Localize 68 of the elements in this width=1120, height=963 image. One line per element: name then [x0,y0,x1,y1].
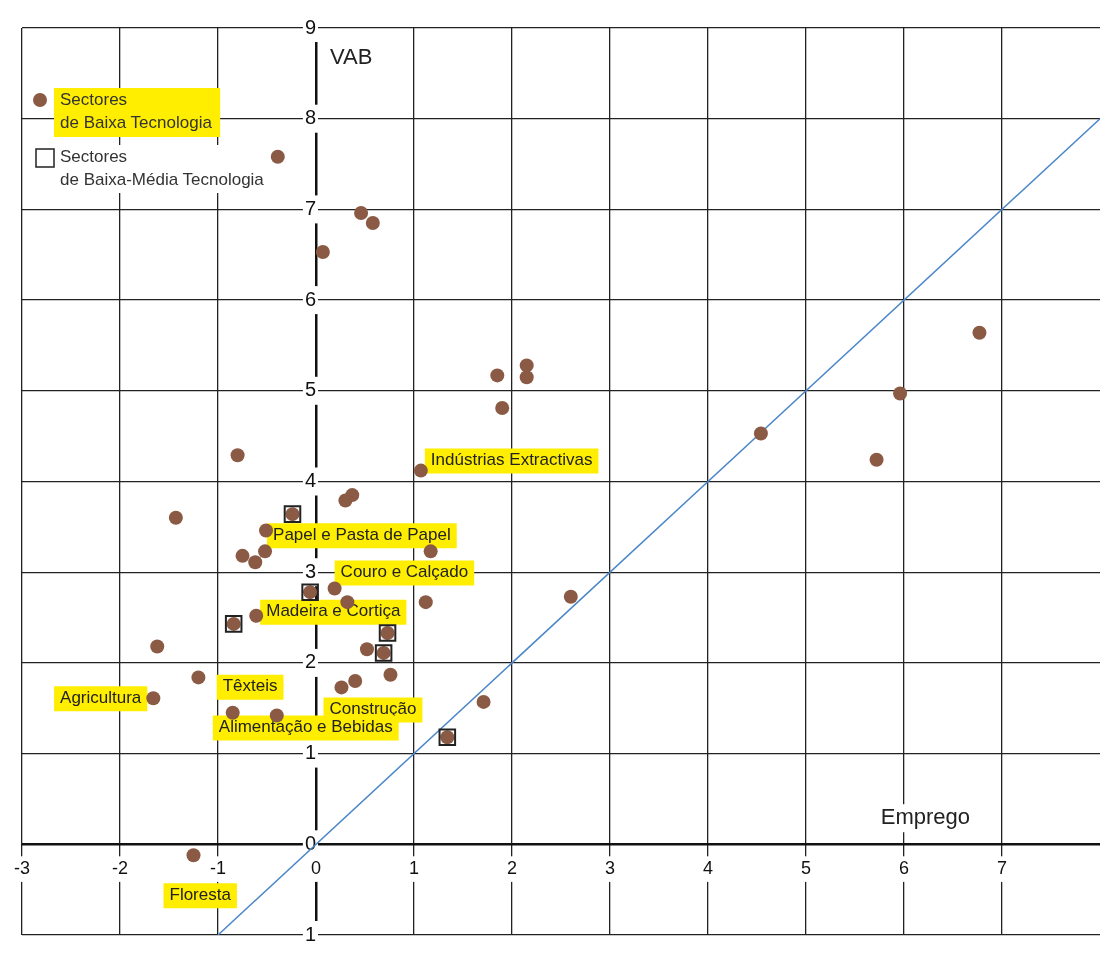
annotation: Floresta [169,884,232,904]
point [348,674,363,689]
annotation: Indústrias Extractivas [430,450,593,470]
legend-label: Sectores de Baixa-Média Tecnologia [60,146,265,189]
y-tick-label: 6 [304,287,316,310]
point [418,595,433,610]
point [519,370,534,385]
annotation: Couro e Calçado [340,562,469,582]
y-tick-label: 9 [304,15,316,38]
point [150,639,165,654]
point [490,368,505,383]
point [359,642,374,657]
point [258,544,273,559]
point [168,510,183,525]
x-tick-label: 4 [702,858,714,879]
point [249,608,264,623]
point [327,581,342,596]
y-tick-label: 8 [304,106,316,129]
y-tick-label: 1 [304,741,316,764]
point [753,426,768,441]
y-tick-label: 4 [304,469,316,492]
point [365,216,380,231]
annotation: Têxteis [222,676,278,696]
point [476,694,491,709]
point [270,149,285,164]
x-tick-label: 3 [604,858,616,879]
point [413,463,428,478]
legend-label: Sectores de Baixa Tecnologia [60,89,213,132]
point [191,670,206,685]
point [338,493,353,508]
x-tick-label: 7 [996,858,1008,879]
point [354,206,369,221]
point [186,848,201,863]
point [248,555,263,570]
point [869,452,884,467]
point [230,448,245,463]
y-tick-label: 2 [304,650,316,673]
point [893,386,908,401]
point [146,691,161,706]
y-axis-title: VAB [330,44,373,70]
y-tick-label: 1 [304,922,316,945]
point [972,325,987,340]
x-tick-label: 2 [506,858,518,879]
point [495,401,510,416]
point [225,705,240,720]
x-tick-label: 6 [898,858,910,879]
point [235,548,250,563]
annotation: Papel e Pasta de Papel [273,525,451,545]
x-tick-label: -3 [13,858,31,879]
annotation: Alimentação e Bebidas [218,717,393,737]
point [383,667,398,682]
point [259,523,274,538]
point [563,589,578,604]
y-tick-label: 5 [304,378,316,401]
x-tick-label: 5 [800,858,812,879]
x-tick-label: 1 [408,858,420,879]
x-tick-label: -1 [209,858,227,879]
point [315,245,330,260]
annotation: Madeira e Cortiça [266,601,401,621]
x-tick-label: -2 [111,858,129,879]
point [423,544,438,559]
y-tick-label: 7 [304,196,316,219]
x-axis-title: Emprego [880,804,970,830]
point [334,680,349,695]
annotation: Agricultura [60,687,142,707]
annotation: Construção [329,699,417,719]
y-tick-label: 3 [304,559,316,582]
point [519,358,534,373]
